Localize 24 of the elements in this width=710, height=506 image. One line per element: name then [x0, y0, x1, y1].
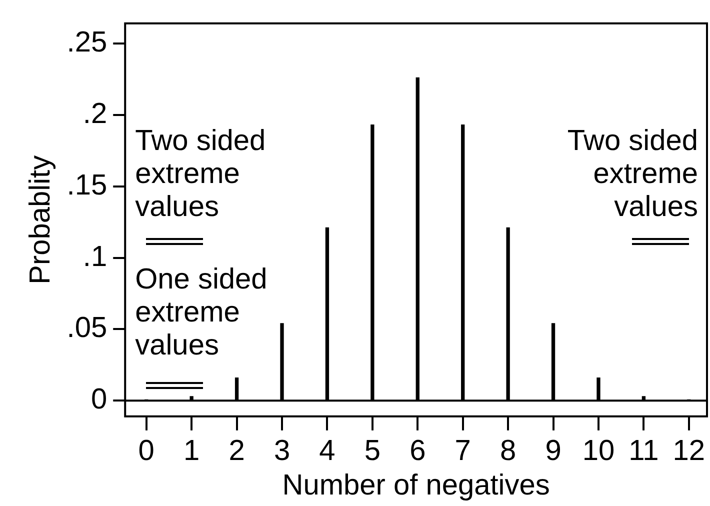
x-tick-label: 4 [319, 434, 336, 467]
x-tick-label: 11 [628, 434, 659, 467]
y-tick-label: .15 [66, 169, 108, 202]
y-tick-label: 0 [90, 384, 108, 416]
annotation: One sided extreme values [135, 264, 268, 362]
y-tick-label: .2 [82, 98, 108, 130]
x-tick-label: 12 [672, 434, 706, 467]
x-tick-label: 9 [545, 434, 562, 467]
x-tick-label: 10 [582, 434, 615, 467]
x-tick-label: 3 [274, 434, 290, 467]
x-tick-label: 1 [184, 434, 200, 467]
x-tick-label: 8 [500, 434, 516, 467]
x-tick-label: 7 [454, 434, 471, 467]
x-tick-label: 5 [364, 434, 380, 467]
x-tick-label: 0 [138, 434, 154, 467]
y-tick-label: .05 [66, 312, 108, 344]
y-tick-label: .25 [66, 26, 108, 58]
y-tick-label: .1 [82, 240, 108, 273]
x-tick-label: 6 [410, 434, 426, 467]
y-axis-title: Probablity [24, 154, 56, 284]
x-tick-label: 2 [228, 434, 245, 467]
annotation: Two sided extreme values [135, 124, 266, 223]
annotation: Two sided extreme values [567, 124, 698, 223]
x-axis-title: Number of negatives [282, 470, 550, 502]
